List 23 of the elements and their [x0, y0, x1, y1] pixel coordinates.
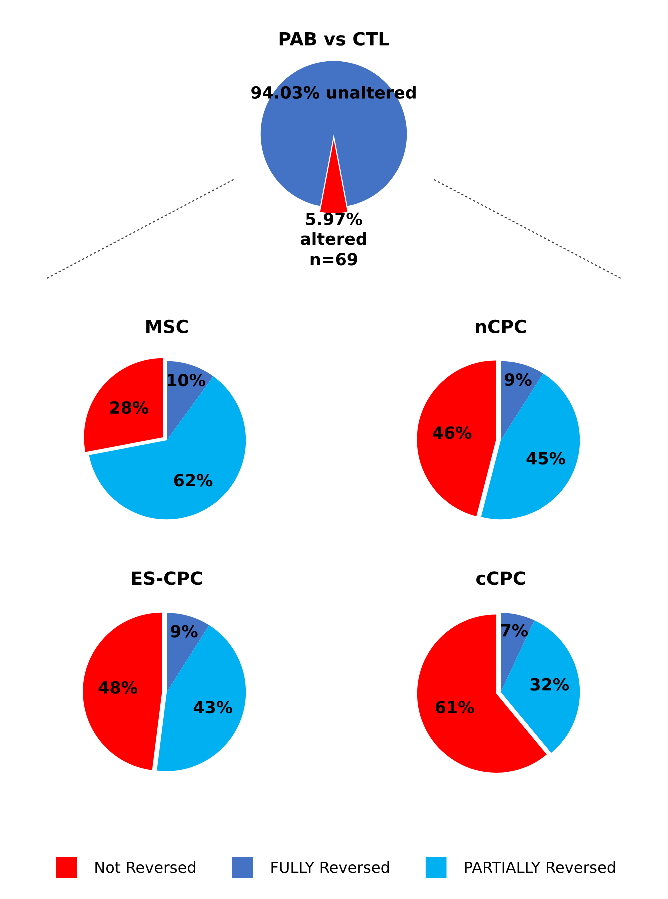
- data-label: 45%: [526, 452, 566, 465]
- legend-label: Not Reversed: [96, 861, 196, 874]
- chart-title: MSC: [146, 320, 188, 334]
- chart-title: nCPC: [476, 320, 526, 334]
- data-label: 9%: [170, 625, 198, 638]
- data-label: 5.97%: [306, 212, 362, 226]
- data-label: 61%: [436, 701, 474, 714]
- text: altered: [300, 232, 366, 246]
- data-label: 10%: [168, 374, 206, 387]
- text: n=69: [310, 253, 358, 266]
- chart-title: ES-CPC: [132, 572, 202, 586]
- data-label: 7%: [501, 624, 528, 637]
- chart-title: PAB vs CTL: [280, 32, 390, 46]
- legend-label: FULLY Reversed: [272, 861, 390, 874]
- data-label: 43%: [194, 701, 233, 714]
- data-label: 46%: [433, 426, 472, 440]
- data-label: 32%: [530, 678, 570, 691]
- data-label: 28%: [110, 401, 149, 414]
- data-label: 62%: [174, 474, 213, 487]
- legend-label: PARTIALLY Reversed: [465, 861, 616, 874]
- data-label: 48%: [98, 681, 138, 694]
- data-label: 9%: [504, 373, 532, 386]
- chart-title: cCPC: [476, 572, 526, 586]
